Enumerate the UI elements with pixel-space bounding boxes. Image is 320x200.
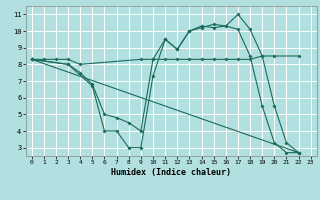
X-axis label: Humidex (Indice chaleur): Humidex (Indice chaleur) — [111, 168, 231, 177]
